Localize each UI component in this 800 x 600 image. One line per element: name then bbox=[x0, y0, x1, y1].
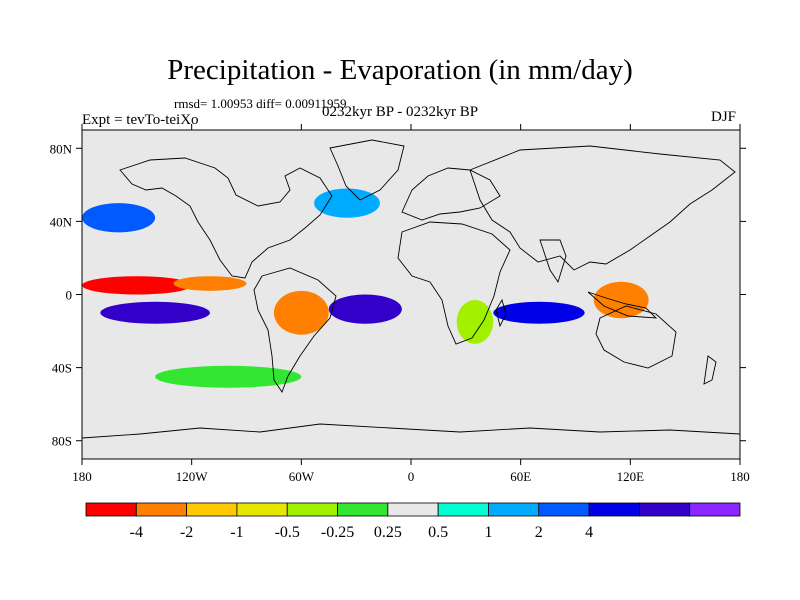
colorbar-swatch bbox=[236, 502, 288, 517]
colorbar-swatch bbox=[488, 502, 540, 517]
period-label: 0232kyr BP - 0232kyr BP bbox=[322, 104, 479, 120]
colorbar-swatch bbox=[135, 502, 188, 517]
colorbar-swatch bbox=[286, 502, 338, 517]
colorbar-swatch bbox=[337, 502, 389, 517]
colorbar-swatch bbox=[588, 502, 640, 517]
colorbar-swatch bbox=[437, 502, 489, 517]
coast-madagascar bbox=[495, 298, 507, 328]
field-itcz-pacific-b bbox=[173, 276, 247, 291]
field-north-atlantic-storm bbox=[314, 188, 380, 218]
colorbar-label: 0.5 bbox=[428, 524, 448, 541]
x-tick-label: 0 bbox=[408, 469, 415, 484]
axis-layer: 80N 40N 0 40S 80S 180 120W 60W 0 60E 120E 180 bbox=[50, 124, 750, 484]
field-north-pacific-storm bbox=[82, 203, 156, 233]
colorbar-label: -1 bbox=[230, 524, 243, 541]
colorbar-swatch bbox=[538, 502, 590, 517]
coast-greenland bbox=[329, 139, 405, 201]
field-indian-ocean bbox=[493, 301, 585, 324]
field-maritime-continent bbox=[593, 281, 649, 319]
x-tick-label: 120W bbox=[176, 469, 209, 484]
coastline-layer bbox=[82, 139, 740, 439]
coast-europe bbox=[401, 167, 501, 221]
x-tick-label: 180 bbox=[730, 469, 750, 484]
season-label: DJF bbox=[711, 109, 737, 125]
colorbar-swatch bbox=[638, 502, 691, 517]
colorbar-label: 2 bbox=[535, 524, 543, 541]
coast-india bbox=[539, 239, 567, 284]
field-itcz-pacific bbox=[82, 276, 192, 295]
coast-asia bbox=[469, 145, 736, 271]
y-tick-label: 40S bbox=[52, 361, 72, 376]
colorbar-label: 0.25 bbox=[374, 524, 402, 541]
stats-label: rmsd= 1.00953 diff= 0.00911959 bbox=[174, 96, 347, 111]
colorbar: -4 -2 -1 -0.5 -0.25 0.25 0.5 1 2 4 bbox=[85, 502, 741, 541]
colorbar-swatch bbox=[85, 502, 137, 517]
field-amazon bbox=[273, 290, 329, 335]
map-title: Precipitation - Evaporation (in mm/day) bbox=[167, 54, 633, 86]
coast-australia bbox=[595, 305, 677, 369]
field-layer bbox=[82, 188, 649, 388]
x-tick-label: 60W bbox=[289, 469, 315, 484]
colorbar-swatch bbox=[689, 502, 741, 517]
y-tick-label: 0 bbox=[66, 288, 73, 303]
colorbar-label: 1 bbox=[484, 524, 492, 541]
colorbar-label: -0.5 bbox=[275, 524, 300, 541]
y-tick-label: 80S bbox=[52, 434, 72, 449]
colorbar-label: -0.25 bbox=[321, 524, 354, 541]
field-south-atlantic-dry bbox=[328, 294, 402, 324]
field-south-pacific-dry bbox=[100, 301, 210, 324]
colorbar-label: -2 bbox=[180, 524, 193, 541]
colorbar-label: 4 bbox=[585, 524, 593, 541]
coast-south-america bbox=[253, 267, 337, 393]
y-tick-label: 40N bbox=[50, 214, 73, 229]
field-africa-east bbox=[456, 299, 494, 344]
coast-africa bbox=[397, 221, 511, 345]
field-southern-ocean bbox=[155, 365, 302, 388]
coast-new-zealand bbox=[703, 355, 717, 385]
coast-north-america bbox=[119, 157, 333, 279]
colorbar-swatch bbox=[387, 502, 439, 517]
colorbar-label: -4 bbox=[130, 524, 143, 541]
experiment-label: Expt = tevTo-teiXo bbox=[82, 112, 199, 128]
colorbar-swatch bbox=[186, 502, 238, 517]
x-tick-label: 60E bbox=[510, 469, 531, 484]
coast-antarctica bbox=[82, 423, 740, 439]
x-tick-label: 180 bbox=[72, 469, 92, 484]
y-tick-label: 80N bbox=[50, 141, 73, 156]
x-tick-label: 120E bbox=[617, 469, 645, 484]
